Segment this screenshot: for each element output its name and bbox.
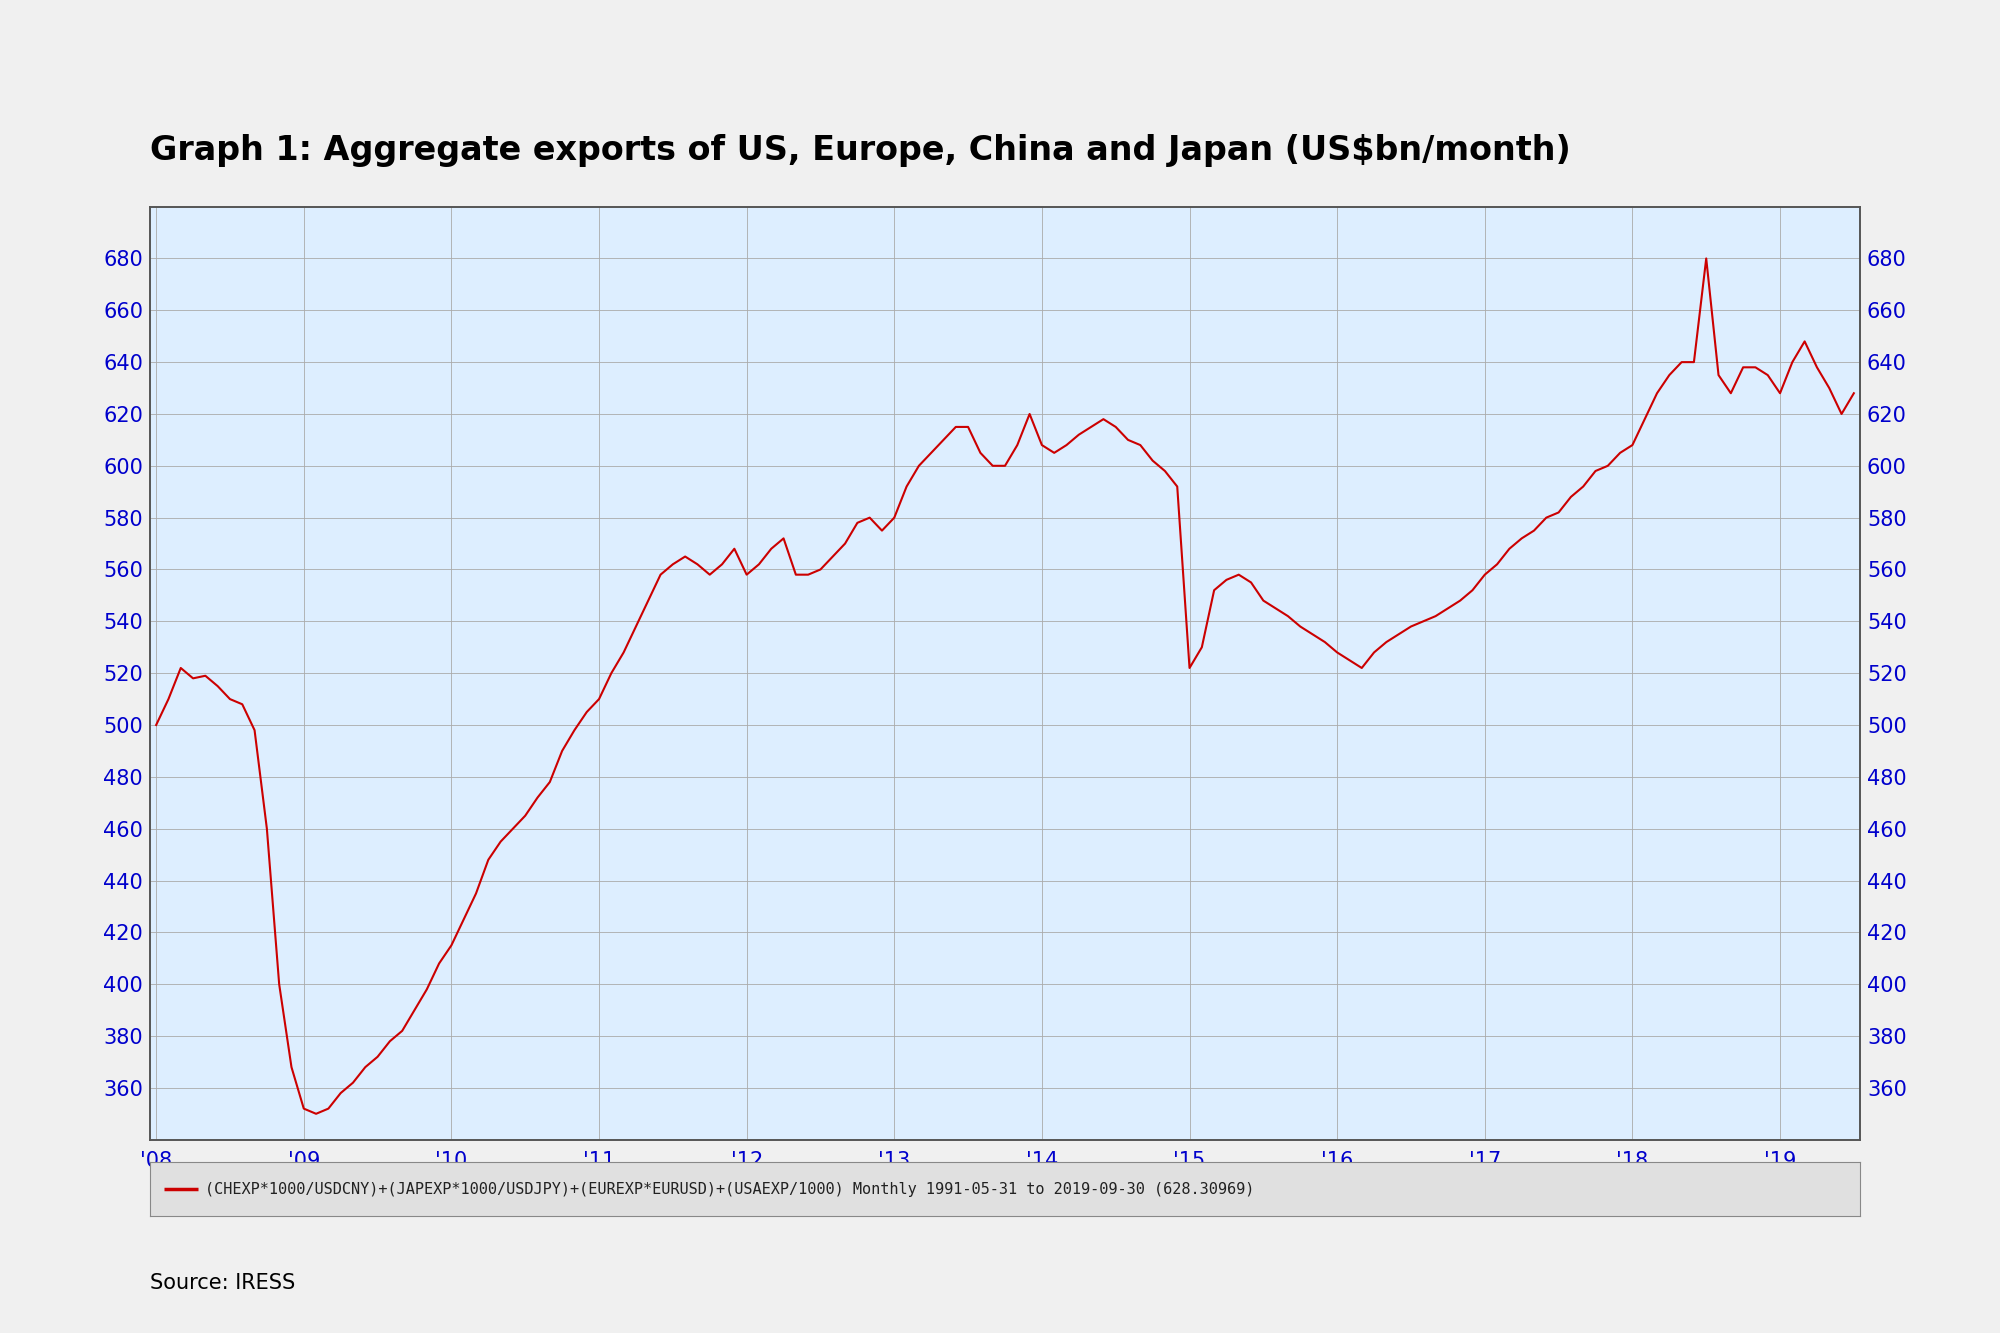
Text: (CHEXP*1000/USDCNY)+(JAPEXP*1000/USDJPY)+(EUREXP*EURUSD)+(USAEXP/1000) Monthly 1: (CHEXP*1000/USDCNY)+(JAPEXP*1000/USDJPY)… xyxy=(204,1181,1254,1197)
Text: Source: IRESS: Source: IRESS xyxy=(150,1273,296,1293)
Text: Graph 1: Aggregate exports of US, Europe, China and Japan (US$bn/month): Graph 1: Aggregate exports of US, Europe… xyxy=(150,133,1570,167)
